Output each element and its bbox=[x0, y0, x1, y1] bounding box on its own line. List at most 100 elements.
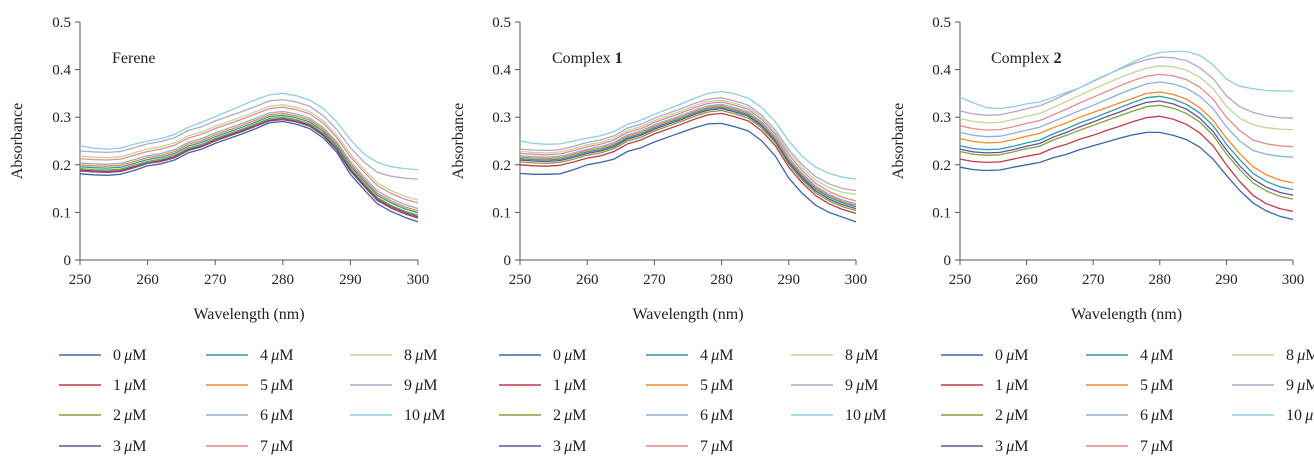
legend-unit: M bbox=[431, 407, 445, 424]
legend-unit: M bbox=[719, 407, 733, 424]
x-tick-label: 260 bbox=[136, 272, 159, 288]
x-tick-label: 290 bbox=[778, 272, 801, 288]
y-axis-title: Absorbance bbox=[9, 103, 26, 179]
legend-entry-2-uM: 2 μM bbox=[941, 407, 1028, 424]
legend-entry-9-uM: 9 μM bbox=[791, 377, 878, 394]
legend-label: 2 μM bbox=[553, 407, 586, 424]
legend-label: 2 μM bbox=[995, 407, 1028, 424]
legend-entry-1-uM: 1 μM bbox=[59, 377, 146, 394]
legend-unit: M bbox=[864, 347, 878, 364]
legend-value: 3 bbox=[553, 438, 561, 455]
y-axis-title: Absorbance bbox=[890, 103, 907, 179]
legend-mu: μ bbox=[268, 347, 279, 364]
legend-mu: μ bbox=[708, 347, 719, 364]
legend-label: 1 μM bbox=[995, 377, 1028, 394]
series-line-8-uM bbox=[519, 99, 857, 195]
series-line-4-uM bbox=[959, 95, 1294, 191]
legend-label: 6 μM bbox=[700, 407, 733, 424]
legend-label: 0 μM bbox=[553, 347, 586, 364]
legend-value: 0 bbox=[995, 347, 1003, 364]
legend-unit: M bbox=[279, 347, 293, 364]
y-tick-label: 0.3 bbox=[492, 110, 511, 126]
y-tick-label: 0 bbox=[64, 253, 72, 269]
legend-unit: M bbox=[1159, 407, 1173, 424]
legend-mu: μ bbox=[1302, 407, 1313, 424]
y-tick-label: 0.3 bbox=[52, 110, 71, 126]
legend-unit: M bbox=[132, 438, 146, 455]
legend-value: 8 bbox=[845, 347, 853, 364]
panel-label-text: Complex bbox=[552, 50, 615, 67]
legend-entry-7-uM: 7 μM bbox=[206, 438, 293, 455]
legend-mu: μ bbox=[853, 377, 864, 394]
x-tick-label: 260 bbox=[576, 272, 599, 288]
legend-value: 7 bbox=[1140, 438, 1148, 455]
legend-mu: μ bbox=[561, 438, 572, 455]
legend-value: 1 bbox=[553, 377, 561, 394]
legend-label: 7 μM bbox=[1140, 438, 1173, 455]
legend-label: 4 μM bbox=[700, 347, 733, 364]
legend-entry-3-uM: 3 μM bbox=[59, 438, 146, 455]
legend-mu: μ bbox=[412, 347, 423, 364]
y-tick-label: 0.5 bbox=[932, 15, 951, 31]
y-tick-label: 0 bbox=[944, 253, 952, 269]
legend-value: 1 bbox=[113, 377, 121, 394]
legend-entry-8-uM: 8 μM bbox=[1232, 347, 1314, 364]
legend-value: 10 bbox=[1286, 407, 1302, 424]
legend-mu: μ bbox=[1148, 347, 1159, 364]
legend-entry-0-uM: 0 μM bbox=[941, 347, 1028, 364]
legend-label: 3 μM bbox=[995, 438, 1028, 455]
x-tick-label: 290 bbox=[1215, 272, 1238, 288]
legend-entry-1-uM: 1 μM bbox=[499, 377, 586, 394]
y-tick-label: 0.4 bbox=[492, 63, 511, 79]
legend-entry-5-uM: 5 μM bbox=[206, 377, 293, 394]
y-tick-label: 0.5 bbox=[492, 15, 511, 31]
legend-entry-0-uM: 0 μM bbox=[59, 347, 146, 364]
legend-mu: μ bbox=[1148, 407, 1159, 424]
y-tick-label: 0.3 bbox=[932, 110, 951, 126]
legend-value: 0 bbox=[113, 347, 121, 364]
series-line-5-uM bbox=[79, 112, 419, 212]
legend-mu: μ bbox=[268, 438, 279, 455]
legend-unit: M bbox=[1305, 347, 1314, 364]
legend-mu: μ bbox=[268, 407, 279, 424]
series-line-9-uM bbox=[959, 56, 1294, 119]
legend-mu: μ bbox=[708, 377, 719, 394]
legend-unit: M bbox=[423, 377, 437, 394]
legend-unit: M bbox=[279, 407, 293, 424]
legend-entry-8-uM: 8 μM bbox=[350, 347, 437, 364]
legend-value: 0 bbox=[553, 347, 561, 364]
legend-mu: μ bbox=[561, 407, 572, 424]
legend-label: 9 μM bbox=[845, 377, 878, 394]
legend-mu: μ bbox=[561, 377, 572, 394]
legend-entry-1-uM: 1 μM bbox=[941, 377, 1028, 394]
legend-unit: M bbox=[872, 407, 886, 424]
legend-unit: M bbox=[132, 377, 146, 394]
legend-label: 4 μM bbox=[1140, 347, 1173, 364]
legend-label: 10 μM bbox=[845, 407, 886, 424]
panel-label: Ferene bbox=[112, 50, 156, 67]
legend-value: 6 bbox=[700, 407, 708, 424]
series-line-7-uM bbox=[79, 106, 419, 204]
series-line-7-uM bbox=[519, 101, 857, 202]
legend-label: 0 μM bbox=[113, 347, 146, 364]
legend-unit: M bbox=[864, 377, 878, 394]
y-tick-label: 0.2 bbox=[492, 158, 511, 174]
legend-mu: μ bbox=[1148, 438, 1159, 455]
series-line-10-uM bbox=[519, 90, 857, 180]
x-axis-title: Wavelength (nm) bbox=[193, 306, 304, 323]
legend-value: 4 bbox=[700, 347, 708, 364]
legend-label: 3 μM bbox=[553, 438, 586, 455]
y-tick-label: 0.1 bbox=[932, 205, 951, 221]
legend-unit: M bbox=[1159, 377, 1173, 394]
legend-label: 9 μM bbox=[404, 377, 437, 394]
series-line-10-uM bbox=[79, 92, 419, 171]
y-tick-label: 0.4 bbox=[52, 63, 71, 79]
x-tick-label: 260 bbox=[1015, 272, 1038, 288]
legend-unit: M bbox=[279, 438, 293, 455]
legend-unit: M bbox=[572, 377, 586, 394]
legend-unit: M bbox=[719, 377, 733, 394]
series-line-6-uM bbox=[519, 103, 857, 205]
legend-entry-8-uM: 8 μM bbox=[791, 347, 878, 364]
